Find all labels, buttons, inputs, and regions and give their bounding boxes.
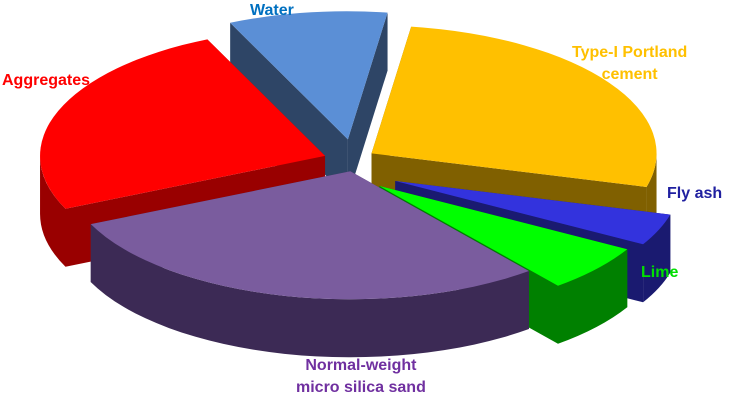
label-normal-weight-micro-silica-sand: Normal-weight micro silica sand [296, 357, 426, 396]
label-water: Water [250, 2, 294, 19]
label-type-i-portland-cement: Type-I Portland cement [572, 44, 688, 83]
label-lime: Lime [641, 264, 679, 281]
pie-slice-normal-weight-micro-silica-sand [90, 171, 529, 358]
label-fly-ash: Fly ash [667, 185, 723, 202]
label-aggregates: Aggregates [2, 72, 91, 89]
